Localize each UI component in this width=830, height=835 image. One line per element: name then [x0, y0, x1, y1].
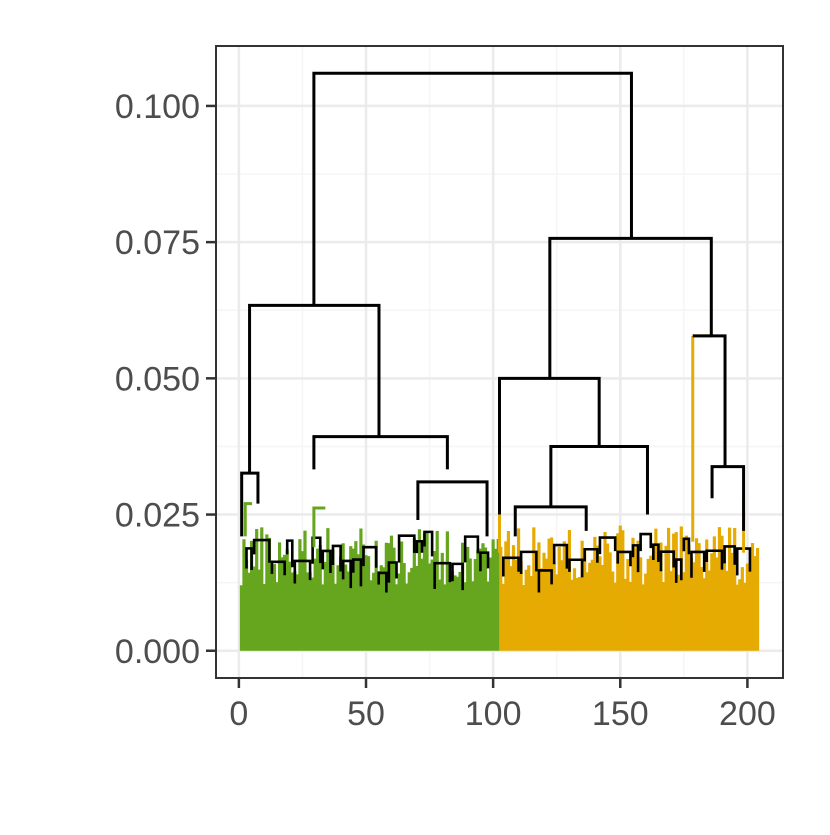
merge-link: [513, 505, 588, 537]
sub-merge: [723, 545, 736, 565]
sub-merge: [397, 534, 416, 563]
sub-merge: [537, 569, 553, 593]
merge-link: [416, 480, 489, 537]
sub-merge: [652, 543, 660, 562]
x-tick-label: 50: [347, 695, 385, 733]
sub-merge: [552, 543, 569, 569]
merge-link: [692, 334, 727, 467]
sub-merge: [674, 558, 683, 583]
sub-merge: [583, 547, 599, 563]
y-tick-label: 0.050: [115, 360, 200, 398]
sub-merge: [415, 539, 424, 554]
merge-link: [312, 71, 633, 306]
sub-merge: [321, 549, 332, 573]
x-tick-label: 150: [592, 695, 649, 733]
y-tick-label: 0.025: [115, 497, 200, 535]
sub-merge: [311, 536, 322, 564]
sub-merge: [285, 539, 294, 568]
sub-merge: [616, 550, 632, 567]
merge-link: [710, 465, 746, 531]
sub-merge: [341, 559, 353, 589]
axis-layer: 0.000 0.025 0.050 0.075 0.100 0 50 100 150 200: [115, 88, 776, 733]
sub-merge: [631, 544, 640, 573]
sub-merge: [568, 558, 584, 578]
merge-link: [498, 376, 601, 515]
x-tick-label: 100: [465, 695, 522, 733]
sub-merge: [705, 549, 724, 570]
sub-merge: [639, 532, 653, 552]
merge-link: [312, 435, 449, 470]
y-tick-label: 0.075: [115, 224, 200, 262]
cluster1-link: [312, 506, 326, 548]
sub-merge: [245, 547, 253, 570]
merge-link: [248, 303, 381, 474]
sub-merge: [519, 550, 538, 575]
sub-merge: [270, 560, 286, 576]
sub-merge: [293, 559, 312, 584]
sub-merge: [377, 571, 388, 593]
merge-link: [549, 444, 649, 515]
sub-merge: [479, 551, 490, 572]
x-tick-label: 200: [719, 695, 776, 733]
x-tick-label: 0: [229, 695, 248, 733]
sub-merge: [502, 556, 520, 577]
sub-merge: [252, 538, 271, 563]
cluster1-link: [243, 502, 253, 537]
sub-merge: [598, 536, 617, 555]
merge-link: [240, 471, 260, 537]
sub-merge: [690, 550, 706, 578]
y-tick-label: 0.000: [115, 633, 200, 671]
branch-layer: [240, 71, 752, 593]
sub-merge: [387, 561, 398, 583]
sub-merge: [352, 558, 363, 587]
sub-merge: [331, 544, 342, 572]
sub-merge: [682, 537, 691, 555]
panel-border: [215, 45, 784, 679]
merge-link: [548, 236, 713, 379]
sub-merge: [433, 561, 452, 590]
y-tick-label: 0.100: [115, 88, 200, 126]
sub-merge: [451, 562, 464, 591]
sub-merge: [659, 550, 675, 572]
sub-merge: [463, 535, 480, 563]
sub-merge: [362, 545, 378, 568]
sub-merge: [423, 530, 434, 557]
